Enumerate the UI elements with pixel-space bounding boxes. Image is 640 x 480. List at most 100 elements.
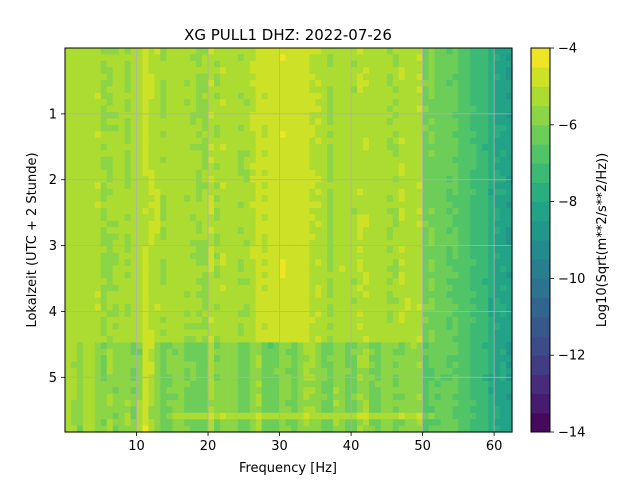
heatmap-cell: [202, 348, 209, 356]
heatmap-cell: [243, 412, 251, 420]
heatmap-cell: [94, 150, 102, 158]
heatmap-cell: [219, 278, 227, 286]
heatmap-cell: [446, 284, 453, 292]
heatmap-cell: [112, 265, 120, 273]
heatmap-cell: [255, 336, 263, 343]
heatmap-cell: [65, 208, 72, 215]
heatmap-cell: [392, 92, 400, 100]
heatmap-cell: [88, 259, 96, 267]
heatmap-cell: [458, 169, 465, 177]
heatmap-cell: [422, 246, 430, 254]
heatmap-cell: [112, 214, 120, 222]
heatmap-cell: [208, 188, 215, 196]
heatmap-cell: [321, 92, 328, 100]
heatmap-cell: [154, 73, 161, 81]
heatmap-cell: [267, 156, 275, 164]
heatmap-cell: [327, 99, 334, 107]
heatmap-cell: [148, 227, 155, 235]
heatmap-cell: [446, 220, 453, 228]
heatmap-cell: [130, 329, 138, 337]
heatmap-cell: [327, 272, 334, 279]
heatmap-cell: [142, 425, 150, 433]
heatmap-cell: [368, 182, 376, 190]
colorbar-tick-label: −12: [558, 349, 585, 364]
heatmap-cell: [380, 54, 388, 62]
heatmap-cell: [285, 310, 293, 318]
heatmap-cell: [237, 201, 245, 209]
heatmap-cell: [464, 284, 471, 292]
heatmap-cell: [255, 124, 263, 132]
heatmap-cell: [333, 323, 340, 331]
heatmap-cell: [273, 393, 281, 401]
heatmap-cell: [482, 361, 489, 369]
heatmap-cell: [345, 361, 352, 369]
heatmap-cell: [506, 310, 513, 318]
heatmap-cell: [261, 297, 269, 305]
heatmap-cell: [118, 99, 126, 107]
heatmap-cell: [476, 227, 483, 235]
heatmap-cell: [410, 144, 418, 151]
heatmap-cell: [506, 220, 513, 228]
heatmap-cell: [476, 406, 483, 414]
heatmap-cell: [291, 291, 299, 299]
heatmap-cell: [124, 105, 132, 113]
heatmap-cell: [410, 67, 418, 75]
heatmap-cell: [70, 406, 78, 414]
heatmap-cell: [261, 265, 269, 273]
heatmap-cell: [357, 60, 364, 68]
heatmap-cell: [345, 188, 352, 196]
heatmap-cell: [303, 380, 310, 388]
heatmap-cell: [339, 361, 346, 369]
heatmap-cell: [166, 246, 173, 254]
heatmap-cell: [464, 297, 471, 305]
heatmap-cell: [208, 182, 215, 190]
heatmap-cell: [392, 361, 400, 369]
heatmap-cell: [273, 86, 281, 94]
heatmap-cell: [488, 400, 495, 407]
heatmap-cell: [172, 188, 179, 196]
heatmap-cell: [428, 284, 436, 292]
heatmap-cell: [386, 361, 394, 369]
heatmap-cell: [202, 259, 209, 267]
heatmap-cell: [315, 272, 322, 279]
heatmap-cell: [225, 246, 233, 254]
heatmap-cell: [321, 73, 328, 81]
heatmap-cell: [178, 323, 185, 331]
heatmap-cell: [339, 355, 346, 363]
heatmap-cell: [315, 425, 322, 433]
heatmap-cell: [118, 323, 126, 331]
heatmap-cell: [357, 355, 364, 363]
heatmap-cell: [94, 342, 102, 350]
heatmap-cell: [184, 355, 191, 363]
heatmap-cell: [82, 73, 90, 81]
heatmap-cell: [196, 374, 203, 382]
heatmap-cell: [333, 233, 340, 241]
heatmap-cell: [500, 124, 507, 132]
heatmap-cell: [422, 112, 430, 119]
heatmap-cell: [255, 380, 263, 388]
heatmap-cell: [112, 54, 120, 62]
heatmap-cell: [398, 323, 406, 331]
heatmap-cell: [327, 355, 334, 363]
heatmap-cell: [94, 419, 102, 427]
heatmap-cell: [363, 425, 370, 433]
heatmap-cell: [321, 150, 328, 158]
heatmap-cell: [357, 214, 364, 222]
heatmap-cell: [506, 291, 513, 299]
heatmap-cell: [196, 150, 203, 158]
heatmap-cell: [154, 425, 161, 433]
x-tick-label: 20: [200, 439, 217, 454]
heatmap-cell: [374, 336, 382, 343]
heatmap-cell: [172, 342, 179, 350]
heatmap-cell: [368, 80, 376, 87]
heatmap-cell: [285, 137, 293, 145]
heatmap-cell: [249, 265, 257, 273]
heatmap-cell: [178, 297, 185, 305]
heatmap-cell: [279, 368, 287, 375]
heatmap-cell: [410, 348, 418, 356]
heatmap-cell: [434, 73, 442, 81]
heatmap-cell: [422, 144, 430, 151]
heatmap-cell: [494, 227, 501, 235]
heatmap-cell: [214, 48, 221, 55]
heatmap-cell: [398, 54, 406, 62]
